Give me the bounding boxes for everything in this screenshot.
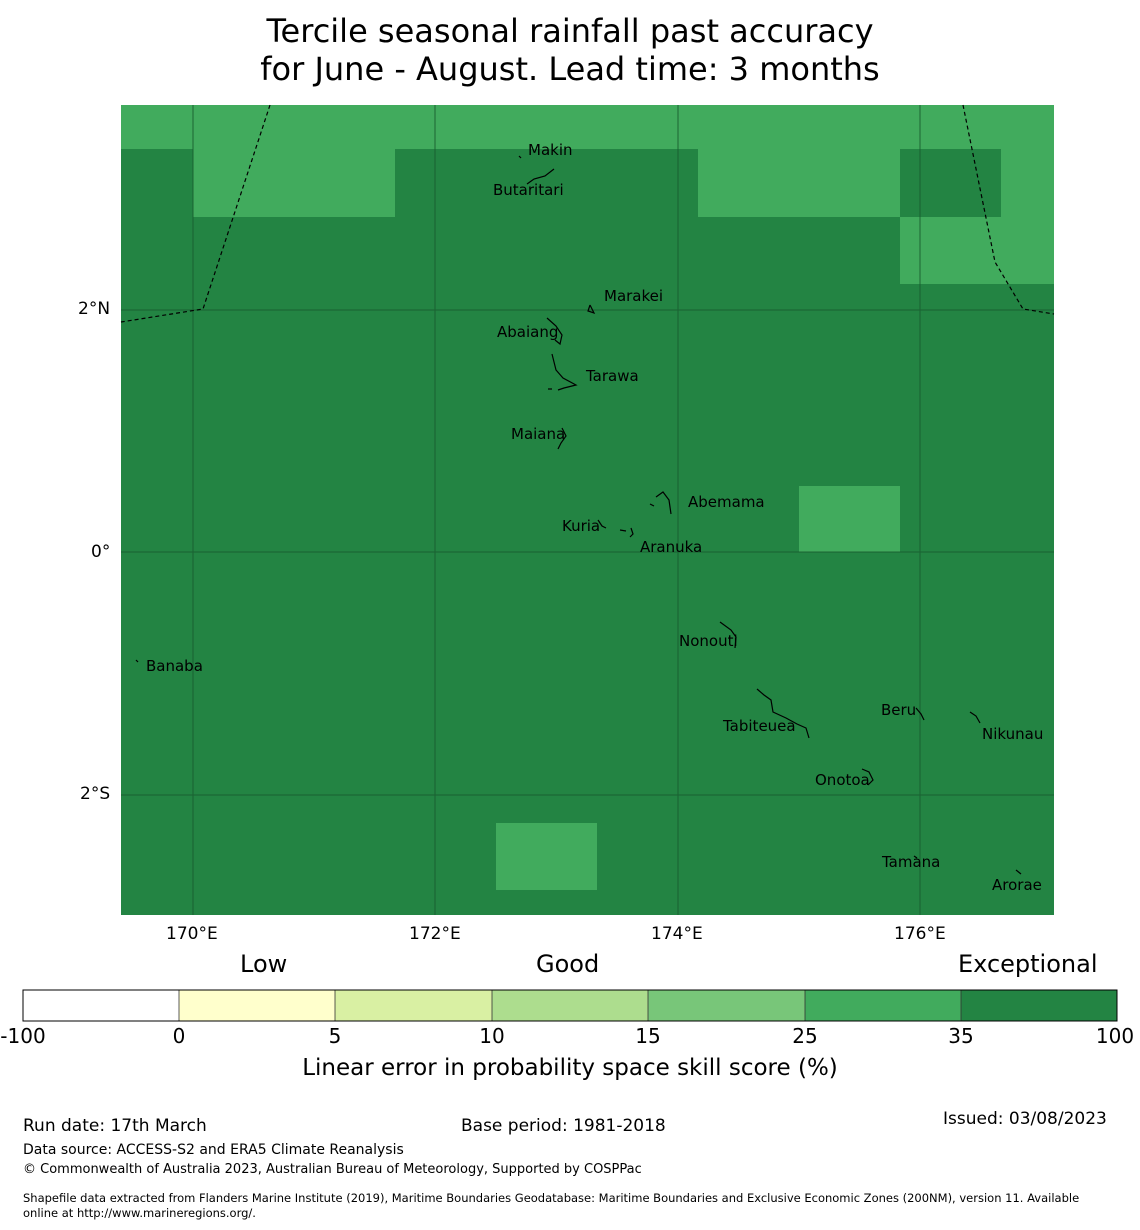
shapefile-credit-line2: online at http://www.marineregions.org/. [23,1206,256,1220]
place-label-abemama: Abemama [688,493,765,511]
base-period: Base period: 1981-2018 [461,1116,666,1136]
colorbar-dividers [178,990,962,1021]
place-label-marakei: Marakei [604,287,663,305]
island-beru-shape [915,707,925,721]
colorbar [22,989,1118,1022]
colorbar-bin-2 [179,990,335,1021]
colorbar-bin-4 [492,990,648,1021]
place-label-kuria: Kuria [562,517,600,535]
skill-cell-north-central [698,149,900,217]
skill-cell-northwest [193,149,395,217]
island-aranuka-shape [619,527,634,538]
colorbar-tick: 35 [948,1024,974,1048]
island-makin-shape [518,155,522,159]
island-tarawa-shape [551,353,578,391]
place-label-nonouti: Nonouti [679,632,738,650]
colorbar-bin-3 [335,990,492,1021]
colorbar-tick: 100 [1095,1024,1135,1048]
island-outlines [135,155,1022,875]
place-label-butaritari: Butaritari [493,181,564,199]
colorbar-bin-7 [961,990,1117,1021]
island-nikunau-shape [969,711,981,724]
place-label-onotoa: Onotoa [815,771,870,789]
lon-tick-176e: 176°E [894,924,946,944]
lighter-skill-cells [121,105,1054,890]
lat-tick-2n: 2°N [78,299,111,319]
place-label-tamana: Tamana [881,853,940,871]
colorbar-bin-1 [23,990,179,1021]
island-abaiang-shape [546,317,563,346]
legend-header-low: Low [240,950,288,978]
colorbar-bin-5 [648,990,805,1021]
skill-cell-south [496,823,597,890]
place-label-beru: Beru [881,701,916,719]
colorbar-frame [22,989,1118,1022]
skill-cell-northeast [900,217,1054,284]
skill-cell-northeast-edge [1001,149,1054,217]
map-panel: Makin Butaritari Marakei Abaiang Tarawa … [120,104,1055,915]
chart-title-line2: for June - August. Lead time: 3 months [260,50,880,88]
place-label-tabiteuea: Tabiteuea [722,717,796,735]
island-kuria-shape [597,519,607,529]
colorbar-tick: -100 [0,1024,46,1048]
island-banaba-shape [135,659,139,663]
run-date: Run date: 17th March [23,1116,207,1136]
colorbar-tick: 5 [328,1024,342,1048]
place-label-tarawa: Tarawa [585,367,639,385]
colorbar-tick: 15 [635,1024,661,1048]
island-abemama-islet-shape [649,503,655,507]
skill-cell-top-row [121,105,1054,149]
place-label-aranuka: Aranuka [640,538,702,556]
legend-header-exceptional: Exceptional [958,950,1098,978]
place-label-arorae: Arorae [992,876,1042,894]
eez-boundary-east [962,104,1055,315]
place-label-banaba: Banaba [146,657,203,675]
lon-tick-170e: 170°E [166,924,218,944]
island-butaritari-shape [526,168,555,185]
colorbar-tick: 25 [792,1024,818,1048]
island-maiana-shape [557,427,567,450]
lat-tick-equator: 0° [91,542,111,562]
place-labels: Makin Butaritari Marakei Abaiang Tarawa … [146,141,1043,894]
colorbar-title: Linear error in probability space skill … [302,1055,838,1081]
place-label-abaiang: Abaiang [497,323,558,341]
eez-boundaries [120,104,1055,323]
chart-title-line1: Tercile seasonal rainfall past accuracy [266,12,874,50]
issued-date: Issued: 03/08/2023 [943,1109,1107,1129]
eez-boundary-west [120,104,271,323]
island-nonouti-shape [719,621,737,649]
gridlines [121,105,1054,915]
lat-tick-2s: 2°S [80,784,111,804]
island-tabiteuea-shape [756,688,810,739]
place-label-makin: Makin [528,141,573,159]
island-arorae-shape [1015,869,1022,875]
data-source: Data source: ACCESS-S2 and ERA5 Climate … [23,1142,404,1158]
colorbar-tick: 10 [479,1024,505,1048]
place-label-maiana: Maiana [511,425,565,443]
skill-cell-equator-east [799,486,900,552]
place-label-nikunau: Nikunau [982,725,1043,743]
copyright-notice: © Commonwealth of Australia 2023, Austra… [23,1162,642,1177]
island-abemama-shape [655,491,672,515]
colorbar-bin-6 [805,990,961,1021]
shapefile-credit-line1: Shapefile data extracted from Flanders M… [23,1191,1080,1205]
colorbar-tick: 0 [172,1024,186,1048]
legend-header-good: Good [536,950,600,978]
lon-tick-172e: 172°E [409,924,461,944]
island-tamana-shape [913,855,918,859]
island-marakei-shape [587,304,596,315]
lon-tick-174e: 174°E [651,924,703,944]
island-onotoa-shape [861,768,874,786]
